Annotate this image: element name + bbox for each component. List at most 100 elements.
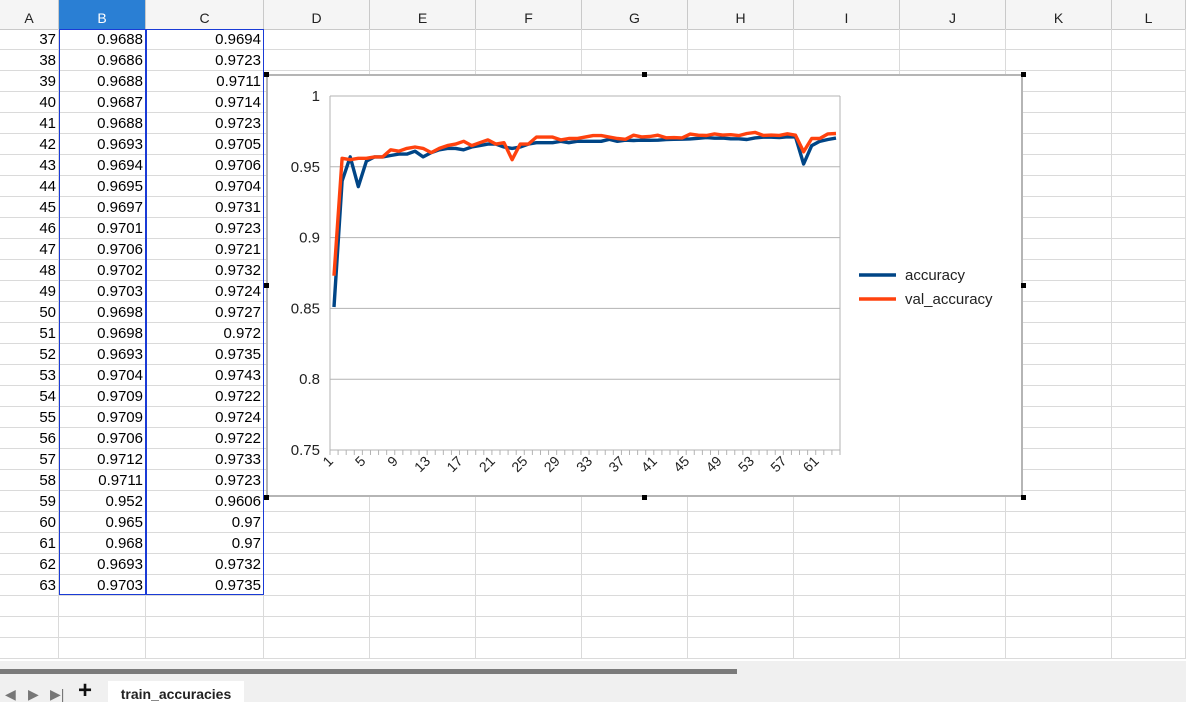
cell[interactable] — [1006, 155, 1112, 176]
cell[interactable] — [476, 596, 582, 617]
column-header-h[interactable]: H — [688, 0, 794, 29]
cell[interactable] — [794, 29, 900, 50]
chart-handle-top-left[interactable] — [264, 72, 269, 77]
cell[interactable]: 47 — [0, 239, 59, 260]
cell[interactable] — [1112, 386, 1186, 407]
cell[interactable]: 37 — [0, 29, 59, 50]
cell[interactable] — [1006, 134, 1112, 155]
cell[interactable] — [1112, 29, 1186, 50]
chart-handle-middle-right[interactable] — [1021, 283, 1026, 288]
cell[interactable]: 0.9723 — [146, 113, 264, 134]
cell[interactable] — [582, 596, 688, 617]
first-sheet-icon[interactable]: ◀ — [5, 686, 16, 702]
cell[interactable] — [1006, 386, 1112, 407]
cell[interactable] — [370, 29, 476, 50]
cell[interactable] — [146, 638, 264, 659]
cell[interactable]: 0.97 — [146, 533, 264, 554]
cell[interactable] — [582, 50, 688, 71]
cell[interactable] — [476, 533, 582, 554]
cell[interactable] — [1112, 470, 1186, 491]
cell[interactable]: 54 — [0, 386, 59, 407]
cell[interactable]: 0.9727 — [146, 302, 264, 323]
cell[interactable] — [1006, 218, 1112, 239]
cell[interactable] — [1006, 512, 1112, 533]
cell[interactable] — [146, 596, 264, 617]
cell[interactable]: 0.9693 — [59, 134, 146, 155]
sheet-tab-train-accuracies[interactable]: train_accuracies — [108, 681, 244, 702]
cell[interactable] — [900, 638, 1006, 659]
cell[interactable] — [476, 617, 582, 638]
cell[interactable] — [688, 617, 794, 638]
cell[interactable]: 0.9706 — [59, 239, 146, 260]
cell[interactable] — [688, 554, 794, 575]
cell[interactable] — [1112, 533, 1186, 554]
cell[interactable] — [264, 617, 370, 638]
cell[interactable] — [370, 617, 476, 638]
cell[interactable] — [900, 554, 1006, 575]
cell[interactable] — [476, 512, 582, 533]
cell[interactable] — [264, 575, 370, 596]
cell[interactable]: 56 — [0, 428, 59, 449]
cell[interactable] — [476, 29, 582, 50]
cell[interactable] — [264, 533, 370, 554]
cell[interactable]: 0.9688 — [59, 29, 146, 50]
cell[interactable] — [1112, 113, 1186, 134]
cell[interactable] — [1112, 92, 1186, 113]
cell[interactable] — [264, 554, 370, 575]
plus-icon[interactable]: + — [78, 677, 93, 704]
column-header-c[interactable]: C — [146, 0, 264, 29]
cell[interactable]: 57 — [0, 449, 59, 470]
cell[interactable]: 61 — [0, 533, 59, 554]
cell[interactable]: 55 — [0, 407, 59, 428]
cell[interactable] — [1112, 638, 1186, 659]
column-header-l[interactable]: L — [1112, 0, 1186, 29]
prev-sheet-icon[interactable]: ▶ — [28, 686, 39, 702]
cell[interactable] — [1112, 407, 1186, 428]
cell[interactable]: 0.9721 — [146, 239, 264, 260]
cell[interactable] — [1112, 239, 1186, 260]
cell[interactable] — [1112, 617, 1186, 638]
cell[interactable] — [1006, 365, 1112, 386]
cell[interactable] — [1006, 71, 1112, 92]
cell[interactable]: 44 — [0, 176, 59, 197]
cell[interactable]: 0.9743 — [146, 365, 264, 386]
cell[interactable] — [1006, 197, 1112, 218]
cell[interactable]: 0.9723 — [146, 50, 264, 71]
cell[interactable] — [370, 575, 476, 596]
cell[interactable] — [59, 638, 146, 659]
cell[interactable] — [1112, 197, 1186, 218]
cell[interactable] — [1006, 449, 1112, 470]
cell[interactable]: 0.9735 — [146, 344, 264, 365]
cell[interactable]: 0.9695 — [59, 176, 146, 197]
cell[interactable]: 59 — [0, 491, 59, 512]
column-header-f[interactable]: F — [476, 0, 582, 29]
cell[interactable] — [1006, 281, 1112, 302]
cell[interactable] — [264, 512, 370, 533]
cell[interactable]: 0.9722 — [146, 428, 264, 449]
cell[interactable] — [582, 554, 688, 575]
cell[interactable] — [1112, 596, 1186, 617]
cell[interactable]: 43 — [0, 155, 59, 176]
cell[interactable]: 53 — [0, 365, 59, 386]
cell[interactable] — [1006, 113, 1112, 134]
cell[interactable]: 0.965 — [59, 512, 146, 533]
cell[interactable]: 0.9693 — [59, 554, 146, 575]
chart-object[interactable]: 0.75 0.8 0.85 0.9 0.95 1 1 5 9 13 17 21 25 29 33 37 41 45… — [266, 74, 1023, 497]
cell[interactable] — [264, 596, 370, 617]
cell[interactable] — [900, 512, 1006, 533]
cell[interactable]: 58 — [0, 470, 59, 491]
cell[interactable] — [1006, 470, 1112, 491]
cell[interactable] — [900, 491, 1006, 512]
cell[interactable] — [1112, 50, 1186, 71]
cell[interactable]: 0.9724 — [146, 281, 264, 302]
cell[interactable] — [900, 29, 1006, 50]
cell[interactable] — [1006, 260, 1112, 281]
cell[interactable] — [1112, 155, 1186, 176]
cell[interactable] — [476, 50, 582, 71]
cell[interactable]: 0.9688 — [59, 113, 146, 134]
cell[interactable] — [0, 638, 59, 659]
cell[interactable] — [1006, 407, 1112, 428]
cell[interactable]: 0.9723 — [146, 470, 264, 491]
cell[interactable]: 41 — [0, 113, 59, 134]
cell[interactable] — [370, 596, 476, 617]
